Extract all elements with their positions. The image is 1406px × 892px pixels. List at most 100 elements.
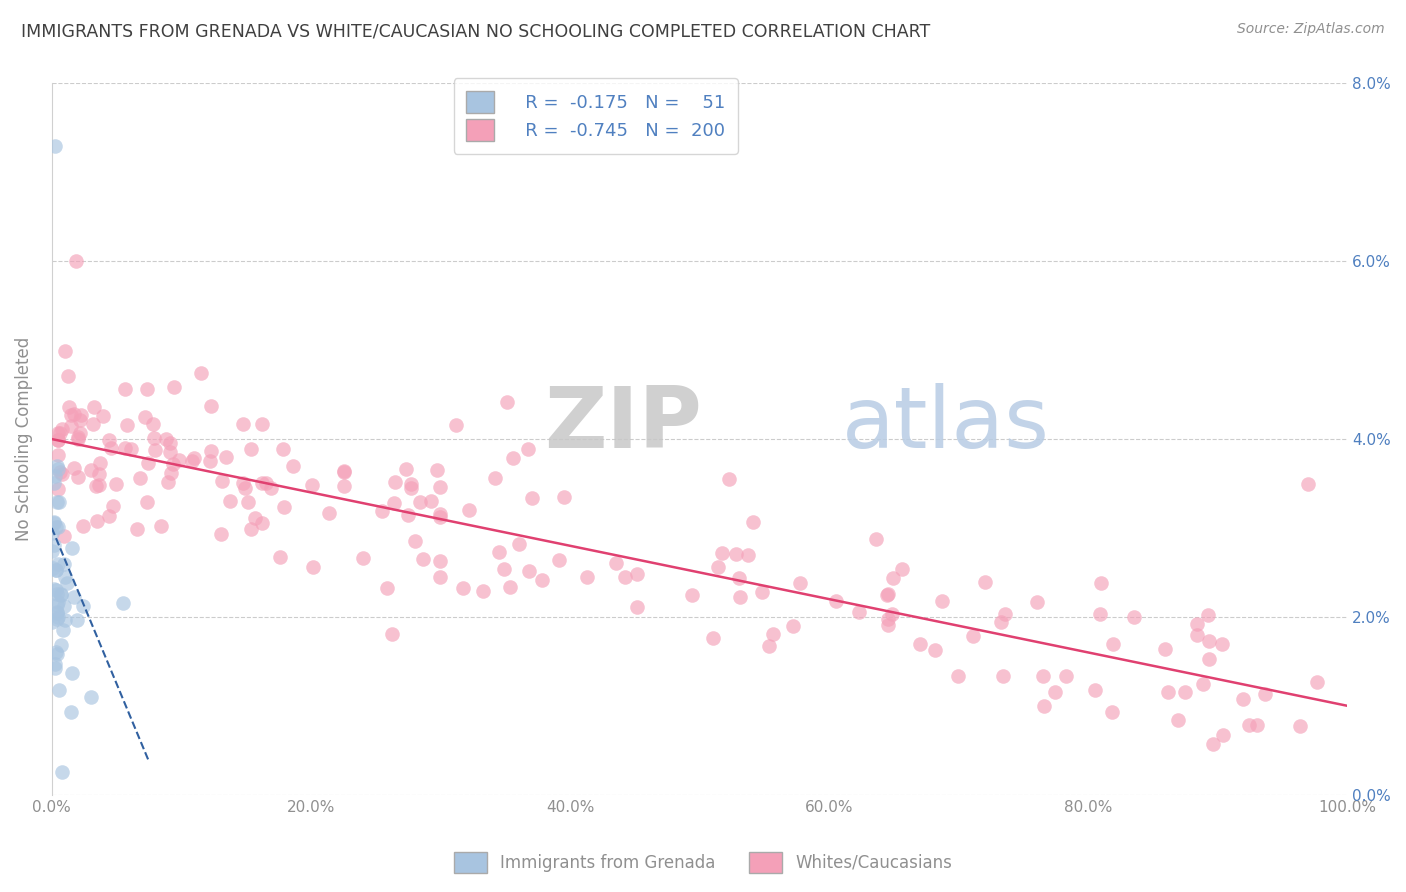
Point — [1153, 642, 1175, 657]
Point — [48, 495, 70, 509]
Point — [882, 571, 904, 585]
Point — [1254, 687, 1277, 701]
Point — [48, 682, 70, 697]
Point — [352, 551, 374, 566]
Point — [318, 506, 340, 520]
Point — [1101, 636, 1123, 650]
Point — [1084, 682, 1107, 697]
Point — [1192, 677, 1215, 691]
Point — [332, 464, 354, 478]
Point — [65, 613, 87, 627]
Point — [332, 478, 354, 492]
Point — [44, 657, 66, 671]
Point — [79, 463, 101, 477]
Point — [891, 562, 914, 576]
Point — [239, 442, 262, 457]
Point — [63, 591, 86, 605]
Point — [162, 457, 184, 471]
Point — [233, 481, 256, 495]
Point — [56, 576, 79, 591]
Point — [42, 516, 65, 530]
Point — [1025, 595, 1047, 609]
Text: ZIP: ZIP — [544, 384, 702, 467]
Point — [60, 705, 83, 719]
Point — [1032, 669, 1054, 683]
Point — [45, 563, 67, 577]
Point — [46, 482, 69, 496]
Point — [271, 442, 294, 456]
Point — [332, 466, 354, 480]
Point — [60, 665, 83, 680]
Point — [1101, 706, 1123, 720]
Point — [46, 434, 69, 448]
Point — [159, 445, 181, 459]
Point — [728, 590, 751, 604]
Point — [1088, 607, 1111, 621]
Point — [990, 615, 1012, 630]
Point — [409, 495, 432, 509]
Point — [157, 475, 180, 490]
Point — [880, 607, 903, 622]
Point — [1211, 637, 1233, 651]
Point — [72, 599, 94, 613]
Point — [129, 471, 152, 485]
Point — [250, 476, 273, 491]
Point — [114, 441, 136, 455]
Point — [254, 475, 277, 490]
Point — [1033, 698, 1056, 713]
Point — [876, 618, 898, 632]
Point — [1122, 610, 1144, 624]
Y-axis label: No Schooling Completed: No Schooling Completed — [15, 337, 32, 541]
Point — [44, 138, 66, 153]
Point — [42, 582, 65, 596]
Point — [848, 605, 870, 619]
Point — [381, 627, 404, 641]
Point — [1045, 685, 1067, 699]
Point — [44, 468, 66, 483]
Point — [167, 452, 190, 467]
Point — [150, 519, 173, 533]
Point — [46, 519, 69, 533]
Point — [46, 448, 69, 462]
Point — [86, 514, 108, 528]
Point — [520, 491, 543, 505]
Point — [395, 462, 418, 476]
Text: IMMIGRANTS FROM GRENADA VS WHITE/CAUCASIAN NO SCHOOLING COMPLETED CORRELATION CH: IMMIGRANTS FROM GRENADA VS WHITE/CAUCASI… — [21, 22, 931, 40]
Point — [200, 399, 222, 413]
Point — [458, 502, 481, 516]
Point — [66, 433, 89, 447]
Point — [250, 516, 273, 530]
Point — [1198, 652, 1220, 666]
Point — [931, 594, 953, 608]
Point — [488, 545, 510, 559]
Point — [46, 647, 69, 661]
Point — [87, 467, 110, 482]
Text: Source: ZipAtlas.com: Source: ZipAtlas.com — [1237, 22, 1385, 37]
Point — [962, 629, 984, 643]
Point — [269, 550, 291, 565]
Point — [382, 495, 405, 509]
Point — [46, 434, 69, 448]
Point — [412, 552, 434, 566]
Point — [159, 467, 181, 481]
Point — [215, 450, 238, 465]
Point — [1212, 729, 1234, 743]
Point — [101, 499, 124, 513]
Point — [49, 465, 72, 479]
Text: atlas: atlas — [842, 384, 1050, 467]
Point — [53, 570, 76, 584]
Point — [281, 459, 304, 474]
Point — [97, 434, 120, 448]
Point — [742, 515, 765, 529]
Point — [155, 432, 177, 446]
Point — [60, 541, 83, 555]
Point — [46, 609, 69, 624]
Point — [98, 508, 121, 523]
Point — [200, 454, 222, 468]
Point — [91, 409, 114, 423]
Point — [252, 417, 274, 432]
Point — [60, 409, 83, 423]
Point — [41, 526, 63, 541]
Point — [301, 477, 323, 491]
Point — [404, 534, 426, 549]
